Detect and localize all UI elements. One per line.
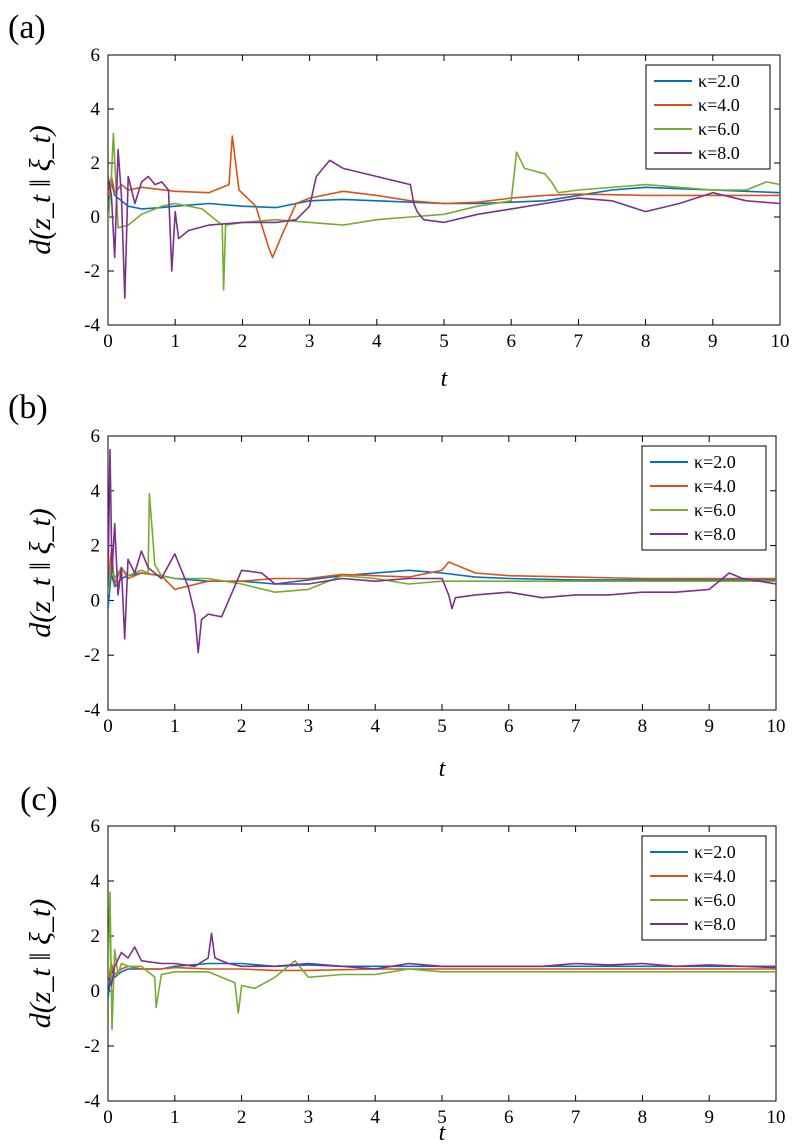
y-tick-label: 2 xyxy=(91,926,101,947)
series-line-kappa-3 xyxy=(108,132,780,291)
series-line-kappa-4 xyxy=(108,148,780,299)
y-tick-label: -2 xyxy=(84,645,100,666)
panel-c: (c) 0 1 2 3 4 5 6 7 8 9 10 6 4 2 0 -2 -4 t d(z_t ‖ ξ_t) κ=2.… xyxy=(20,781,786,1144)
x-tick-label: 1 xyxy=(170,331,180,352)
x-tick-label: 0 xyxy=(103,331,113,352)
x-tick-label: 6 xyxy=(506,331,516,352)
x-tick-label: 6 xyxy=(504,1107,514,1128)
y-tick-label: 0 xyxy=(91,590,101,611)
x-tick-label: 1 xyxy=(170,716,180,737)
y-tick-label: 4 xyxy=(91,481,101,502)
x-axis-label: t xyxy=(441,366,449,392)
y-tick-label: -2 xyxy=(84,261,100,282)
x-tick-label: 4 xyxy=(370,716,380,737)
x-tick-label: 6 xyxy=(504,716,514,737)
x-tick-label: 3 xyxy=(304,716,314,737)
x-tick-label: 0 xyxy=(103,716,113,737)
x-tick-label: 7 xyxy=(571,716,581,737)
legend: κ=2.0 κ=4.0 κ=6.0 κ=8.0 xyxy=(641,445,767,551)
x-tick-label: 5 xyxy=(439,331,449,352)
x-tick-label: 9 xyxy=(708,331,718,352)
x-tick-label: 5 xyxy=(437,1107,447,1128)
y-tick-label: 0 xyxy=(91,207,101,228)
series-line-kappa-4 xyxy=(108,932,776,987)
legend: κ=2.0 κ=4.0 κ=6.0 κ=8.0 xyxy=(645,64,771,170)
series-line-kappa-2 xyxy=(108,135,780,259)
y-tick-label: -4 xyxy=(84,700,100,721)
panel-b: (b) 0 1 2 3 4 5 6 7 8 9 10 6 4 2 0 -2 -4 t d(z_t ‖ ξ_t) κ=2.… xyxy=(8,389,786,782)
x-axis-label: t xyxy=(439,756,447,782)
y-tick-label: -2 xyxy=(84,1036,100,1057)
legend-box xyxy=(645,64,771,170)
series-line-kappa-1 xyxy=(108,181,780,210)
x-tick-label: 9 xyxy=(704,1107,714,1128)
x-tick-label: 3 xyxy=(304,1107,314,1128)
x-tick-label: 9 xyxy=(704,716,714,737)
legend-box xyxy=(641,835,767,941)
series-line-kappa-3 xyxy=(108,891,776,1031)
x-tick-label: 4 xyxy=(370,1107,380,1128)
x-tick-label: 7 xyxy=(571,1107,581,1128)
y-tick-label: -4 xyxy=(84,1091,100,1112)
x-tick-label: 2 xyxy=(237,716,247,737)
series-line-kappa-2 xyxy=(108,962,776,983)
legend: κ=2.0 κ=4.0 κ=6.0 κ=8.0 xyxy=(641,835,767,941)
x-tick-label: 8 xyxy=(641,331,651,352)
y-tick-label: 4 xyxy=(91,871,101,892)
legend-entry: κ=8.0 xyxy=(694,914,736,934)
legend-entry: κ=4.0 xyxy=(694,476,736,496)
legend-box xyxy=(641,445,767,551)
series-line-kappa-4 xyxy=(108,448,776,654)
panel-a: (a) 0 1 2 3 4 5 6 7 8 9 10 6 4 2 0 -2 -4 t d(z_t ‖ ξ_t) κ=2.… xyxy=(8,9,790,392)
legend-entry: κ=4.0 xyxy=(694,866,736,886)
x-tick-label: 10 xyxy=(767,716,786,737)
x-tick-label: 10 xyxy=(771,331,790,352)
series-line-kappa-1 xyxy=(108,569,776,609)
legend-entry: κ=2.0 xyxy=(698,71,740,91)
y-tick-label: -4 xyxy=(84,315,100,336)
y-tick-label: 6 xyxy=(91,45,101,66)
x-tick-label: 2 xyxy=(238,331,248,352)
x-tick-label: 5 xyxy=(437,716,447,737)
x-tick-label: 1 xyxy=(170,1107,180,1128)
x-tick-label: 7 xyxy=(574,331,584,352)
legend-entry: κ=2.0 xyxy=(694,452,736,472)
y-tick-label: 2 xyxy=(91,153,101,174)
legend-entry: κ=8.0 xyxy=(698,143,740,163)
legend-entry: κ=4.0 xyxy=(698,95,740,115)
legend-entry: κ=6.0 xyxy=(694,500,736,520)
legend-entry: κ=2.0 xyxy=(694,842,736,862)
y-tick-label: 6 xyxy=(91,426,101,447)
y-tick-label: 0 xyxy=(91,981,101,1002)
series-line-kappa-2 xyxy=(108,550,776,591)
x-tick-label: 8 xyxy=(638,1107,648,1128)
y-tick-label: 4 xyxy=(91,99,101,120)
x-axis-label: t xyxy=(439,1120,447,1144)
legend-entry: κ=8.0 xyxy=(694,524,736,544)
panel-label: (c) xyxy=(20,781,58,818)
x-tick-label: 0 xyxy=(103,1107,113,1128)
legend-entry: κ=6.0 xyxy=(694,890,736,910)
panel-label: (a) xyxy=(8,9,46,46)
x-tick-label: 10 xyxy=(767,1107,786,1128)
legend-entry: κ=6.0 xyxy=(698,119,740,139)
y-tick-label: 6 xyxy=(91,816,101,837)
x-tick-label: 4 xyxy=(372,331,382,352)
y-axis-label: d(z_t ‖ ξ_t) xyxy=(24,508,57,638)
series-line-kappa-1 xyxy=(108,962,776,1000)
x-tick-label: 8 xyxy=(638,716,648,737)
panel-label: (b) xyxy=(8,389,48,426)
y-axis-label: d(z_t ‖ ξ_t) xyxy=(24,899,57,1029)
y-axis-label: d(z_t ‖ ξ_t) xyxy=(24,125,57,255)
x-tick-label: 3 xyxy=(305,331,315,352)
x-tick-label: 2 xyxy=(237,1107,247,1128)
y-tick-label: 2 xyxy=(91,536,101,557)
